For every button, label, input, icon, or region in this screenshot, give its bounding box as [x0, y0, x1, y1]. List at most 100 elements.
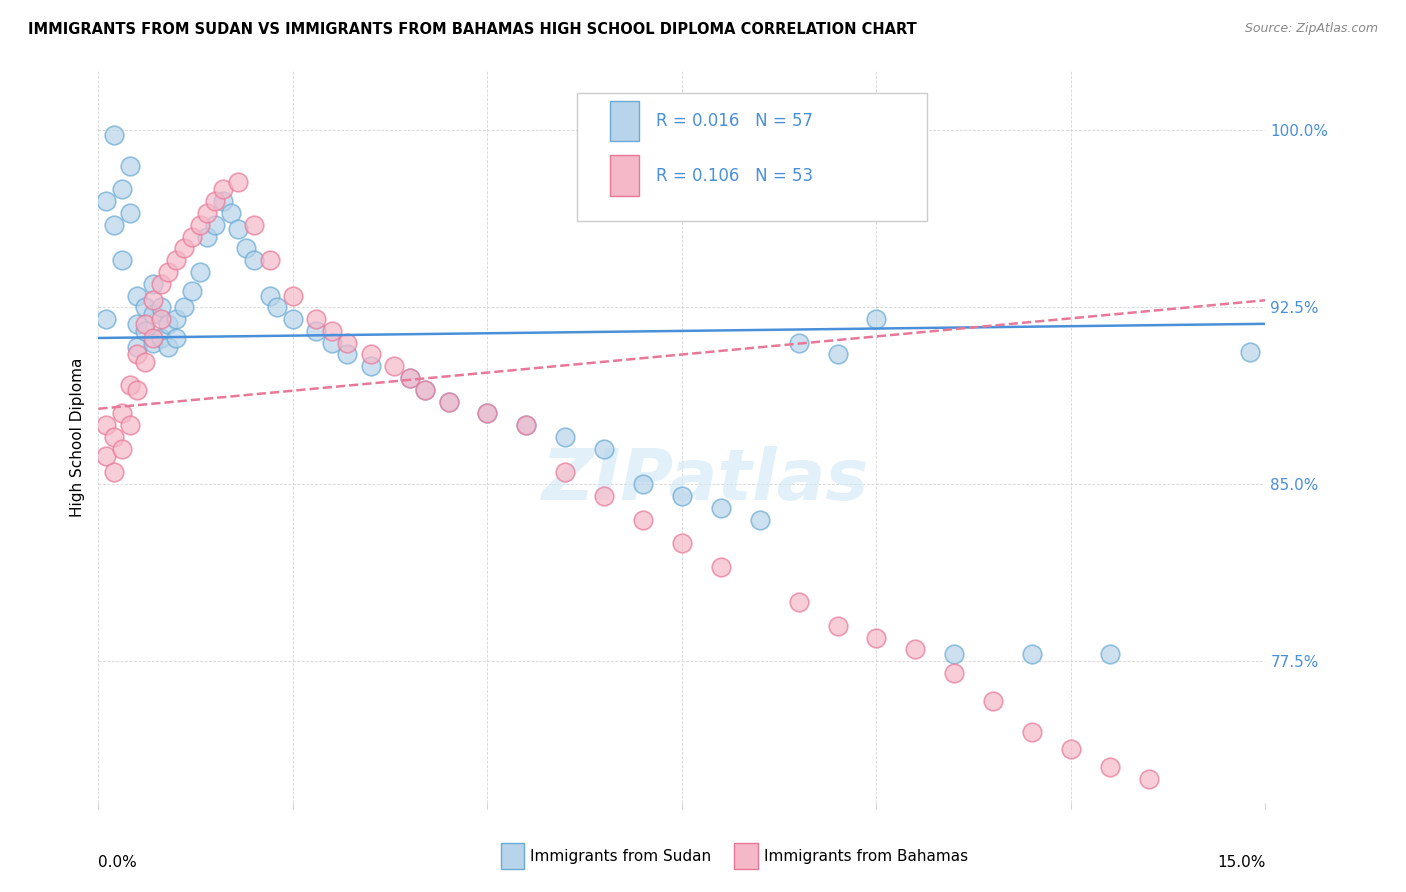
- Point: [671, 536, 693, 550]
- Point: [1098, 760, 1121, 774]
- Point: [515, 418, 537, 433]
- Point: [1137, 772, 1160, 787]
- Point: [127, 340, 149, 354]
- Point: [477, 407, 499, 421]
- Point: [142, 335, 165, 350]
- Point: [710, 500, 733, 515]
- Point: [157, 265, 180, 279]
- Point: [219, 206, 242, 220]
- Point: [165, 253, 187, 268]
- Y-axis label: High School Diploma: High School Diploma: [69, 358, 84, 516]
- Point: [103, 430, 125, 444]
- Point: [827, 347, 849, 361]
- Point: [477, 407, 499, 421]
- Point: [195, 206, 218, 220]
- Text: Immigrants from Bahamas: Immigrants from Bahamas: [763, 848, 967, 863]
- Point: [111, 253, 134, 268]
- Point: [1021, 725, 1043, 739]
- Point: [981, 694, 1004, 708]
- Point: [593, 489, 616, 503]
- Text: R = 0.106   N = 53: R = 0.106 N = 53: [657, 167, 813, 185]
- Point: [321, 335, 343, 350]
- Point: [142, 293, 165, 308]
- Point: [118, 418, 141, 433]
- Text: 0.0%: 0.0%: [98, 855, 138, 870]
- Point: [127, 317, 149, 331]
- Point: [1239, 345, 1261, 359]
- Point: [103, 466, 125, 480]
- Point: [157, 317, 180, 331]
- Point: [96, 418, 118, 433]
- Point: [671, 489, 693, 503]
- Point: [336, 335, 359, 350]
- Point: [165, 312, 187, 326]
- FancyBboxPatch shape: [501, 843, 524, 869]
- Text: Source: ZipAtlas.com: Source: ZipAtlas.com: [1244, 22, 1378, 36]
- Point: [593, 442, 616, 456]
- Point: [787, 335, 810, 350]
- Point: [710, 559, 733, 574]
- Point: [149, 331, 172, 345]
- Point: [96, 194, 118, 208]
- FancyBboxPatch shape: [734, 843, 758, 869]
- Point: [259, 253, 281, 268]
- Point: [259, 288, 281, 302]
- FancyBboxPatch shape: [576, 94, 927, 221]
- Point: [336, 347, 359, 361]
- Point: [1060, 741, 1083, 756]
- Point: [398, 371, 420, 385]
- Point: [157, 340, 180, 354]
- Point: [118, 159, 141, 173]
- Point: [127, 347, 149, 361]
- Point: [188, 265, 211, 279]
- Point: [142, 277, 165, 291]
- Point: [1021, 647, 1043, 661]
- Text: Immigrants from Sudan: Immigrants from Sudan: [530, 848, 711, 863]
- Point: [149, 277, 172, 291]
- Point: [149, 312, 172, 326]
- Point: [305, 312, 328, 326]
- Point: [134, 354, 156, 368]
- Point: [228, 222, 250, 236]
- Point: [281, 288, 304, 302]
- Point: [142, 331, 165, 345]
- Point: [134, 324, 156, 338]
- Point: [228, 175, 250, 189]
- Point: [180, 284, 202, 298]
- Point: [127, 383, 149, 397]
- Point: [827, 619, 849, 633]
- Point: [515, 418, 537, 433]
- Text: ZIPatlas: ZIPatlas: [541, 447, 869, 516]
- Point: [103, 218, 125, 232]
- Point: [787, 595, 810, 609]
- Point: [413, 383, 436, 397]
- Point: [212, 194, 235, 208]
- Point: [134, 301, 156, 315]
- Point: [188, 218, 211, 232]
- Point: [142, 307, 165, 321]
- Point: [111, 182, 134, 196]
- Text: IMMIGRANTS FROM SUDAN VS IMMIGRANTS FROM BAHAMAS HIGH SCHOOL DIPLOMA CORRELATION: IMMIGRANTS FROM SUDAN VS IMMIGRANTS FROM…: [28, 22, 917, 37]
- Point: [321, 324, 343, 338]
- Point: [204, 218, 226, 232]
- Point: [243, 218, 266, 232]
- Point: [103, 128, 125, 142]
- Point: [96, 449, 118, 463]
- Point: [943, 647, 966, 661]
- FancyBboxPatch shape: [610, 101, 638, 141]
- Point: [180, 229, 202, 244]
- Point: [149, 301, 172, 315]
- FancyBboxPatch shape: [610, 155, 638, 195]
- Point: [243, 253, 266, 268]
- Point: [382, 359, 405, 374]
- Point: [173, 241, 195, 255]
- Point: [904, 642, 927, 657]
- Point: [165, 331, 187, 345]
- Point: [437, 394, 460, 409]
- Point: [111, 407, 134, 421]
- Point: [631, 477, 654, 491]
- Point: [212, 182, 235, 196]
- Text: 15.0%: 15.0%: [1218, 855, 1265, 870]
- Point: [118, 378, 141, 392]
- Point: [134, 317, 156, 331]
